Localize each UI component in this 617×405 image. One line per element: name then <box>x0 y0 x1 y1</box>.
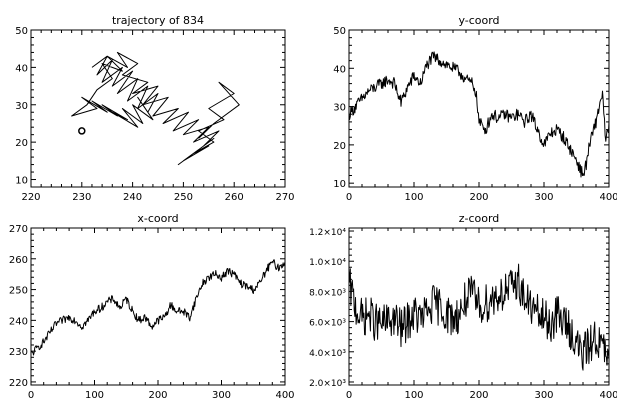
y-tick-label: 4.0×10³ <box>309 349 346 359</box>
plot-frame <box>348 29 610 188</box>
x-tick-label: 200 <box>469 192 488 203</box>
y-tick-label: 8.0×10³ <box>309 288 346 298</box>
x-tick-label: 270 <box>275 192 294 203</box>
series-line <box>30 259 286 356</box>
chart-title: y-coord <box>458 14 499 27</box>
x-tick-label: 240 <box>123 192 142 203</box>
x-tick-label: 400 <box>275 390 294 401</box>
x-tick-label: 250 <box>174 192 193 203</box>
y-tick-label: 250 <box>9 286 28 297</box>
x-tick-label: 0 <box>346 192 352 203</box>
start-marker <box>78 127 86 135</box>
x-tick-label: 300 <box>534 390 553 401</box>
y-tick-label: 1.0×10⁴ <box>309 258 346 268</box>
x-tick-label: 300 <box>212 390 231 401</box>
y-tick-label: 30 <box>333 103 346 114</box>
series-line <box>71 51 240 166</box>
y-tick-label: 40 <box>333 64 346 75</box>
x-tick-label: 220 <box>21 192 40 203</box>
x-tick-label: 0 <box>28 390 34 401</box>
y-tick-label: 270 <box>9 224 28 235</box>
y-tick-label: 30 <box>15 101 28 112</box>
x-tick-label: 0 <box>346 390 352 401</box>
series-line <box>348 51 610 178</box>
x-tick-label: 100 <box>85 390 104 401</box>
chart-title: z-coord <box>459 212 500 225</box>
x-tick-label: 260 <box>225 192 244 203</box>
y-tick-label: 2.0×10³ <box>309 379 346 389</box>
z-coord-panel: z-coord 0 100 200 300 400 2.0×10³ 4.0×10³ 6.0×10… <box>309 212 617 401</box>
plot-frame <box>30 29 286 188</box>
y-tick-label: 10 <box>15 176 28 187</box>
y-tick-label: 50 <box>333 26 346 37</box>
x-tick-label: 230 <box>72 192 91 203</box>
x-tick-label: 200 <box>469 390 488 401</box>
x-tick-label: 100 <box>404 390 423 401</box>
plot-frame <box>30 227 286 386</box>
y-tick-label: 20 <box>15 138 28 149</box>
x-tick-label: 400 <box>599 390 617 401</box>
x-tick-label: 300 <box>534 192 553 203</box>
x-tick-label: 200 <box>148 390 167 401</box>
y-tick-label: 10 <box>333 179 346 190</box>
chart-title: trajectory of 834 <box>112 14 204 27</box>
x-tick-label: 100 <box>404 192 423 203</box>
y-tick-label: 1.2×10⁴ <box>309 228 346 238</box>
y-tick-label: 40 <box>15 63 28 74</box>
trajectory-panel: trajectory of 834 220 230 240 250 260 270 10 20 3… <box>15 14 294 203</box>
chart-title: x-coord <box>137 212 178 225</box>
y-tick-label: 220 <box>9 378 28 389</box>
x-tick-label: 400 <box>599 192 617 203</box>
series-line <box>348 263 610 371</box>
y-coord-panel: y-coord 0 100 200 300 400 10 20 30 40 50 <box>333 14 617 203</box>
y-tick-label: 20 <box>333 141 346 152</box>
y-tick-label: 260 <box>9 255 28 266</box>
x-coord-panel: x-coord 0 100 200 300 400 220 230 240 250 260 270 <box>9 212 295 401</box>
y-tick-label: 50 <box>15 26 28 37</box>
y-tick-label: 240 <box>9 316 28 327</box>
y-tick-label: 6.0×10³ <box>309 319 346 329</box>
y-tick-label: 230 <box>9 347 28 358</box>
